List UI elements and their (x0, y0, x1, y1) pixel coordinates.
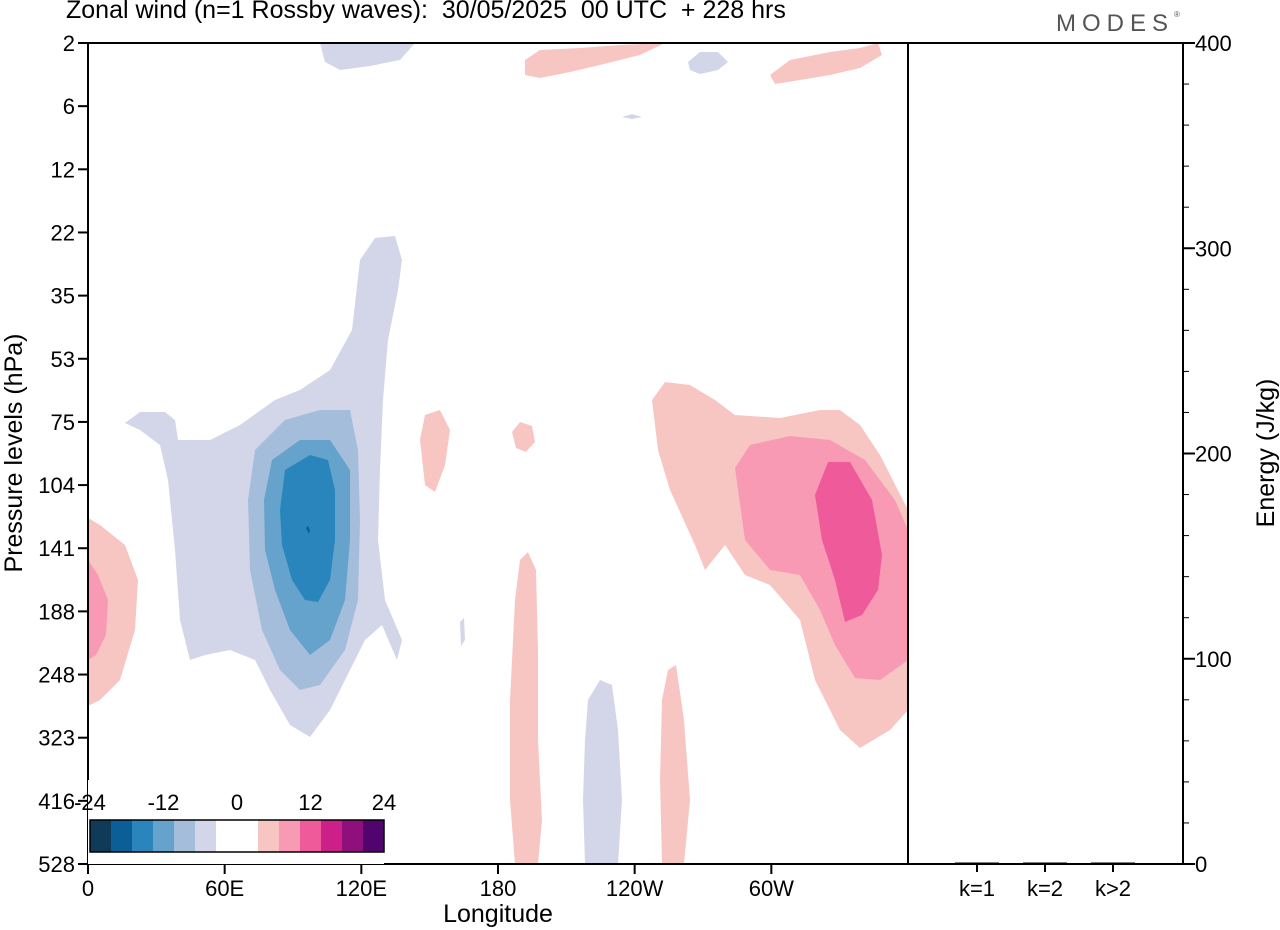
y-tick-label: 188 (38, 599, 75, 624)
energy-tick-label: 400 (1195, 31, 1232, 56)
y-tick-label: 2 (63, 31, 75, 56)
colorbar-swatch (195, 820, 216, 852)
chart-title: Zonal wind (n=1 Rossby waves): 30/05/202… (66, 0, 786, 24)
energy-tick-label: 300 (1195, 236, 1232, 261)
contour-neg-bottom (583, 680, 622, 864)
colorbar-label: 12 (298, 790, 322, 815)
y-tick-label: 104 (38, 473, 75, 498)
x-tick-label: 120W (606, 876, 664, 901)
colorbar-swatch (321, 820, 342, 852)
energy-axis-label: Energy (J/kg) (1252, 379, 1280, 528)
colorbar-swatch (279, 820, 300, 852)
colorbar-swatch (132, 820, 153, 852)
longitude-axis: 0 60E 120E 180 120W 60W (82, 864, 794, 901)
x-axis-label: Longitude (443, 900, 553, 928)
colorbar: -24 -12 0 12 24 (74, 780, 396, 864)
energy-tick-label: 100 (1195, 647, 1232, 672)
brand-logo: MODES® (1056, 10, 1180, 38)
y-tick-label: 6 (63, 94, 75, 119)
y-tick-label: 141 (38, 536, 75, 561)
brand-name: MODES (1056, 10, 1175, 37)
pressure-axis: 2 6 12 22 35 53 75 104 141 188 248 323 416 528 (38, 31, 88, 877)
energy-category-label: k=2 (1027, 876, 1063, 901)
brand-mark: ® (1174, 10, 1180, 19)
contour-neg-20 (306, 526, 310, 534)
colorbar-swatch (174, 820, 195, 852)
contour-neg-top-c (622, 114, 642, 119)
x-tick-label: 180 (480, 876, 517, 901)
energy-axis: 0 100 200 300 400 (1183, 31, 1232, 877)
y-tick-label: 53 (51, 347, 75, 372)
y-axis-label: Pressure levels (hPa) (0, 334, 28, 573)
colorbar-label: 24 (372, 790, 396, 815)
contour-neg-small (460, 618, 465, 646)
colorbar-swatch (237, 820, 258, 852)
y-tick-label: 323 (38, 726, 75, 751)
y-tick-label: 75 (51, 410, 75, 435)
energy-category-label: k=1 (959, 876, 995, 901)
y-tick-label: 528 (38, 852, 75, 877)
colorbar-swatch (90, 820, 111, 852)
colorbar-label: -12 (148, 790, 180, 815)
energy-panel: 0 100 200 300 400 k=1 k=2 k>2 Energy (J/kg) (907, 31, 1280, 901)
energy-tick-label: 0 (1195, 852, 1207, 877)
x-tick-label: 0 (82, 876, 94, 901)
colorbar-swatch (111, 820, 132, 852)
colorbar-swatch (216, 820, 237, 852)
colorbar-frame (89, 819, 385, 853)
energy-frame (907, 42, 1184, 865)
energy-bar (955, 862, 999, 864)
colorbar-swatch (342, 820, 363, 852)
contour-pos-left (88, 518, 138, 706)
contour-pos-left-8 (88, 560, 108, 660)
colorbar-swatch (300, 820, 321, 852)
colorbar-label: 0 (231, 790, 243, 815)
contour-pos-col-b (660, 665, 690, 864)
contour-pos-small-b (512, 422, 535, 452)
y-tick-label: 12 (51, 157, 75, 182)
contour-neg-top-b (688, 52, 728, 74)
energy-category-label: k>2 (1095, 876, 1131, 901)
y-tick-label: 416 (38, 789, 75, 814)
contour-pos-top-a (525, 43, 665, 78)
x-tick-label: 60E (205, 876, 244, 901)
colorbar-label: -24 (74, 790, 106, 815)
colorbar-swatch (153, 820, 174, 852)
contour-field (88, 43, 908, 864)
contour-pos-right-12 (815, 462, 882, 622)
contour-pos-top-b (770, 43, 882, 84)
colorbar-swatch (258, 820, 279, 852)
x-tick-label: 120E (336, 876, 387, 901)
y-tick-label: 248 (38, 663, 75, 688)
x-tick-label: 60W (749, 876, 794, 901)
energy-tick-label: 200 (1195, 442, 1232, 467)
energy-bar (1023, 862, 1067, 864)
y-tick-label: 22 (51, 220, 75, 245)
energy-bar (1091, 862, 1135, 864)
contour-pos-col-a (510, 552, 542, 864)
energy-bars: k=1 k=2 k>2 (955, 862, 1135, 901)
y-tick-label: 35 (51, 284, 75, 309)
heatmap-panel: 2 6 12 22 35 53 75 104 141 188 248 323 416 528 0 60E 12… (0, 31, 909, 928)
colorbar-swatch (363, 820, 384, 852)
contour-pos-small-a (420, 410, 450, 492)
contour-neg-top-a (320, 43, 415, 70)
